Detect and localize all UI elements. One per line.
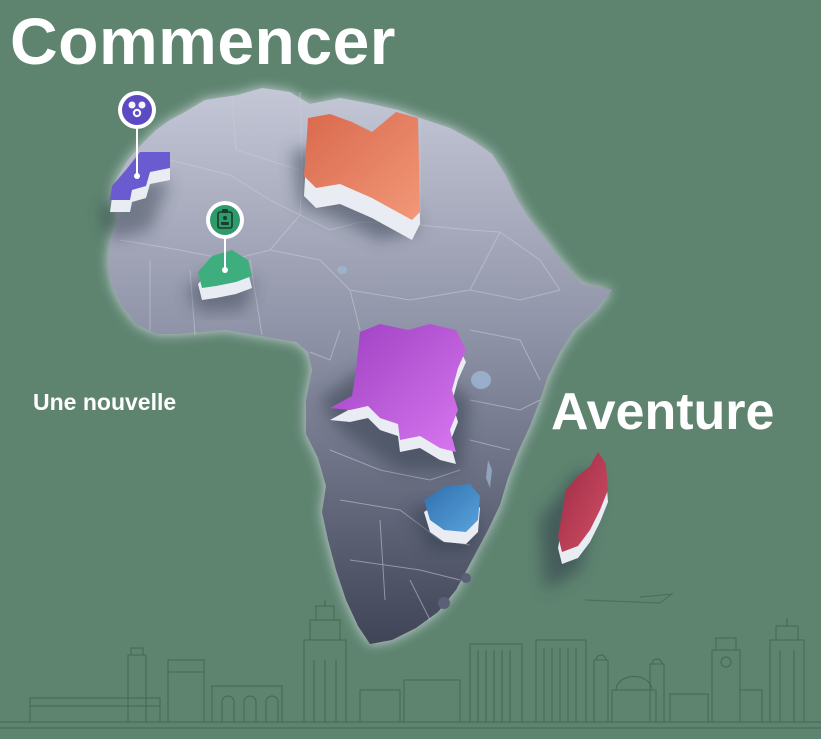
headline-aventure: Aventure <box>551 383 775 441</box>
libya-region <box>292 112 420 240</box>
lake-chad <box>337 266 347 274</box>
morocco-pin[interactable] <box>118 91 156 179</box>
burkina-pin[interactable] <box>206 201 244 273</box>
lake-victoria <box>471 371 491 389</box>
drc-region <box>320 324 470 470</box>
people-icon <box>128 101 146 118</box>
madagascar-region <box>540 452 608 590</box>
id-card-icon <box>217 209 233 229</box>
island <box>438 597 450 609</box>
city-skyline <box>0 600 821 729</box>
zimbabwe-region <box>410 484 480 550</box>
headline-commencer: Commencer <box>10 4 396 78</box>
island <box>461 573 471 583</box>
lake-malawi <box>486 460 492 488</box>
headline-une-nouvelle: Une nouvelle <box>33 389 177 415</box>
airplane-icon <box>584 593 675 604</box>
